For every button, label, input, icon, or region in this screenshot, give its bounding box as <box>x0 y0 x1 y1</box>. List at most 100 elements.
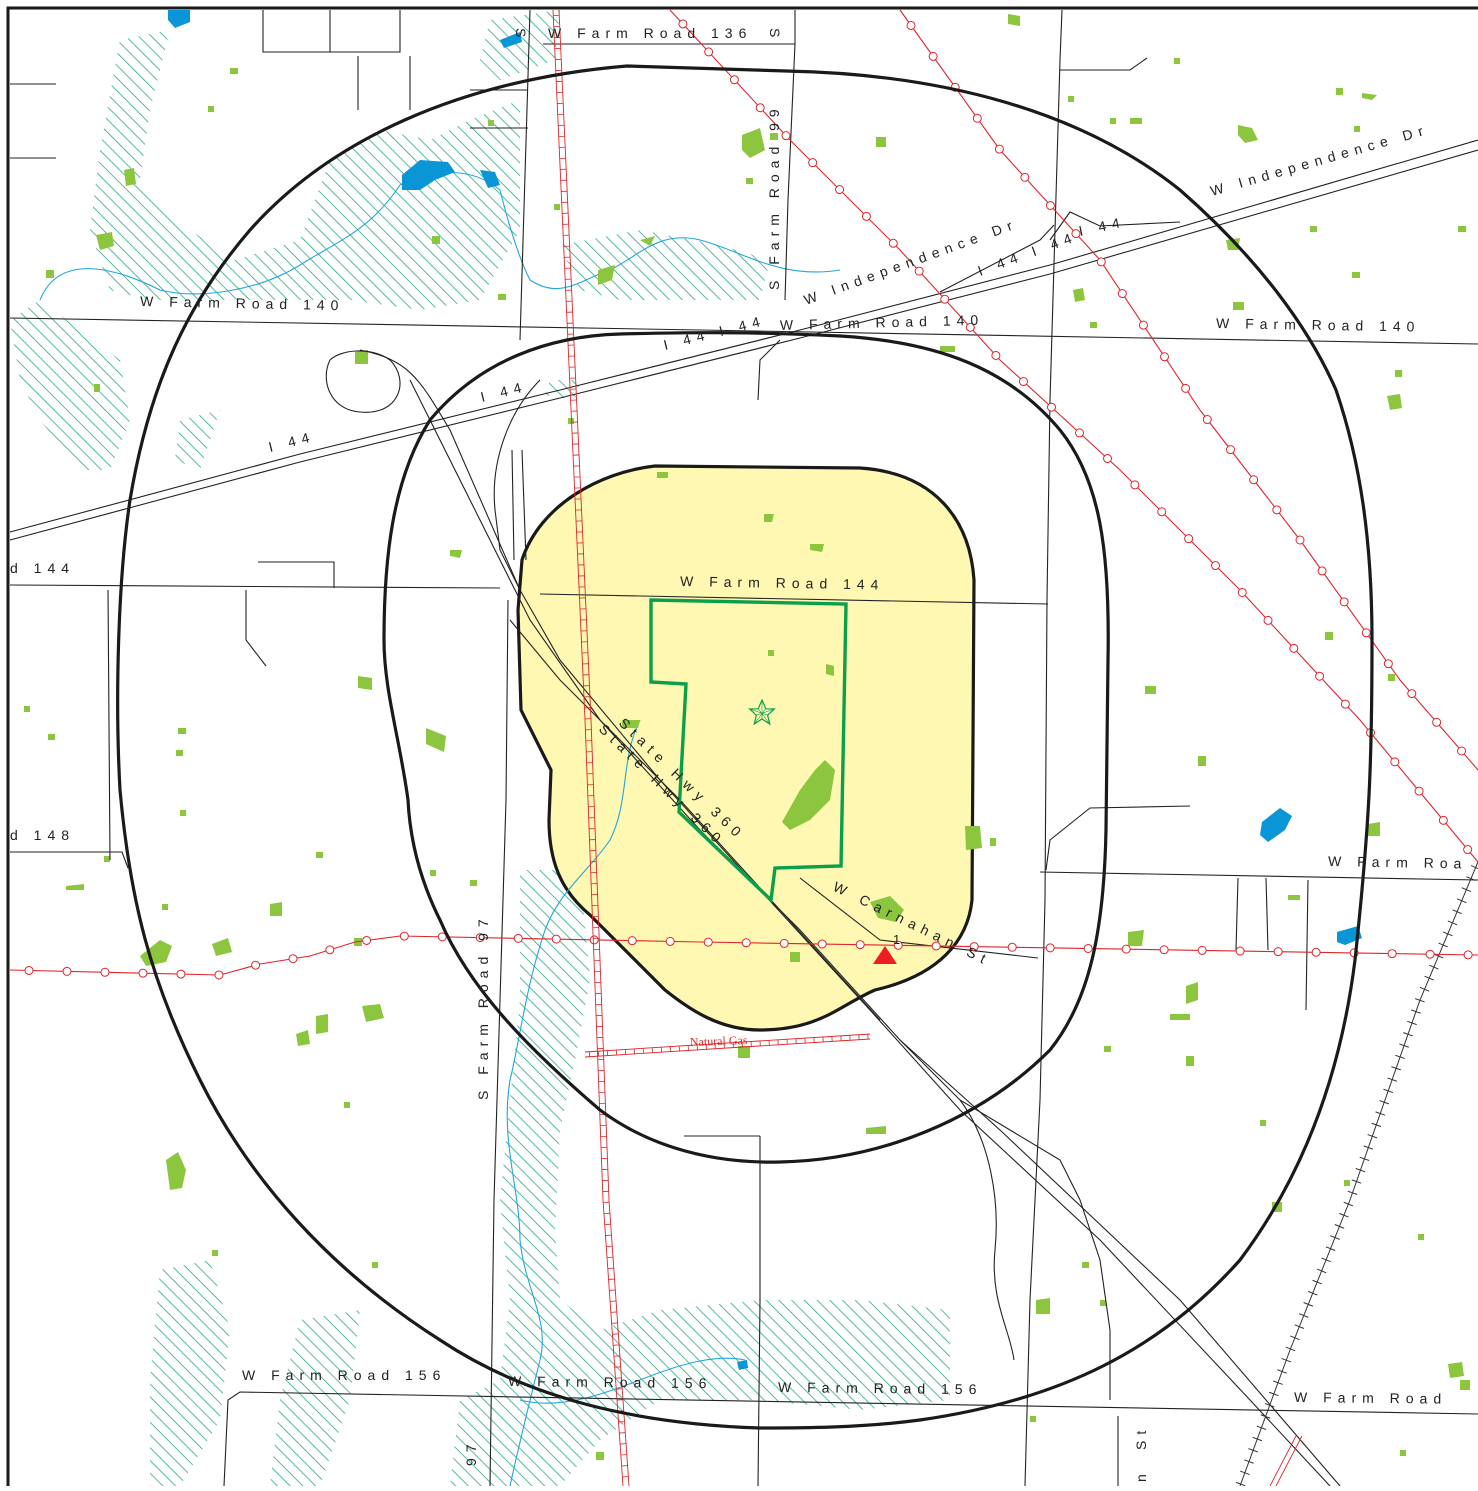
pipeline-node <box>252 961 260 969</box>
pipeline-node <box>782 132 790 140</box>
pipeline-node <box>1008 943 1016 951</box>
pipeline-node <box>929 52 937 60</box>
marker-label: 1 <box>893 932 900 947</box>
label-fr136: W Farm Road 136 <box>548 25 752 41</box>
pipeline-node <box>1464 846 1472 854</box>
pipeline-node <box>1464 951 1472 959</box>
pipeline-node <box>1312 948 1320 956</box>
label-fr148-left: d 148 <box>10 827 75 843</box>
pipeline-node <box>742 939 750 947</box>
pipeline-node <box>1203 416 1211 424</box>
pipeline-node <box>666 937 674 945</box>
label-fr140-mid: W Farm Road 140 <box>780 312 985 333</box>
pipeline-node <box>1198 946 1206 954</box>
pipeline-node <box>1290 644 1298 652</box>
pipeline-node <box>862 212 870 220</box>
pipeline-node <box>1185 535 1193 543</box>
pipeline-node <box>1122 945 1130 953</box>
railroad-tick <box>1457 899 1466 903</box>
label-fr156-b: W Farm Road 156 <box>508 1373 713 1391</box>
pipeline-node <box>1021 173 1029 181</box>
pipeline-node <box>326 946 334 954</box>
label-fr144-left: d 144 <box>10 560 75 576</box>
pipeline-node <box>1236 947 1244 955</box>
label-s-top: S <box>513 28 529 43</box>
label-fr156-a: W Farm Road 156 <box>242 1367 446 1383</box>
pipeline-node <box>1415 787 1423 795</box>
label-i44-d: I 44 <box>479 378 529 405</box>
pipeline-node <box>941 295 949 303</box>
pipeline-node <box>1047 403 1055 411</box>
label-i44-e: I 44 <box>267 428 317 455</box>
label-fr156-right: W Farm Road <box>1294 1389 1447 1407</box>
pipeline-node <box>177 970 185 978</box>
pipeline-node <box>1316 672 1324 680</box>
pipeline-node <box>1433 718 1441 726</box>
pipeline-node <box>1264 616 1272 624</box>
pipeline-node <box>1161 353 1169 361</box>
pipeline-node <box>1340 598 1348 606</box>
pipeline-node <box>1388 950 1396 958</box>
pipeline-node <box>1341 700 1349 708</box>
railroad-tick <box>1420 987 1429 991</box>
pipeline-node <box>1212 562 1220 570</box>
pipeline-node <box>1139 321 1147 329</box>
pipeline-node <box>756 104 764 112</box>
railroad-tick <box>1471 866 1478 870</box>
pipeline-node <box>1439 816 1447 824</box>
label-natural-gas: Natural Gas <box>690 1033 748 1049</box>
railroad-tick <box>1452 910 1461 914</box>
railroad-tick <box>1425 976 1434 980</box>
pipeline-node <box>1426 950 1434 958</box>
pipeline-node <box>63 967 71 975</box>
pipeline-node <box>780 939 788 947</box>
pipeline-node <box>1131 481 1139 489</box>
pipeline-node <box>973 114 981 122</box>
pipeline-node <box>1384 660 1392 668</box>
pipeline-node <box>809 159 817 167</box>
pipeline-node <box>1226 446 1234 454</box>
railroad-tick <box>1443 932 1452 936</box>
pipeline-node <box>1160 946 1168 954</box>
label-st-bottom: St <box>1133 1425 1149 1450</box>
pipeline-node <box>628 937 636 945</box>
label-fr148-right: W Farm Roa <box>1328 853 1468 871</box>
pipeline-node <box>1046 944 1054 952</box>
railroad-tick <box>1448 921 1457 925</box>
pipeline-node <box>215 971 223 979</box>
pipeline-node <box>101 968 109 976</box>
pipeline-node <box>1118 290 1126 298</box>
pipeline-node <box>705 48 713 56</box>
railroad-tick <box>1462 888 1471 892</box>
pipeline-node <box>1084 944 1092 952</box>
pipeline-node <box>995 145 1003 153</box>
label-i44-b: I 44 <box>1077 213 1127 238</box>
pipeline-node <box>1019 378 1027 386</box>
pipeline-node <box>1391 758 1399 766</box>
pipeline-node <box>704 938 712 946</box>
pipeline-node <box>363 936 371 944</box>
pipeline-node <box>992 351 1000 359</box>
pipeline-node <box>1296 536 1304 544</box>
label-fr140-right: W Farm Road 140 <box>1216 315 1421 335</box>
pipeline-node <box>818 940 826 948</box>
pipeline-node <box>139 969 147 977</box>
pipeline-node <box>1273 506 1281 514</box>
pipeline-node <box>1408 690 1416 698</box>
pipeline-node <box>1097 258 1105 266</box>
pipeline-node <box>25 966 33 974</box>
pipeline-node <box>1274 948 1282 956</box>
pipeline-node <box>915 267 923 275</box>
label-s-right: S <box>767 28 783 43</box>
pipeline-node <box>289 955 297 963</box>
pipeline-node <box>1362 629 1370 637</box>
pipeline-node <box>1104 455 1112 463</box>
pipeline-node <box>1318 567 1326 575</box>
label-fr156-c: W Farm Road 156 <box>778 1379 983 1397</box>
railroad-tick <box>1429 965 1438 969</box>
pipeline-node <box>1182 384 1190 392</box>
pipeline-node <box>856 941 864 949</box>
pipeline-node <box>730 76 738 84</box>
label-sfr99: S Farm Road 99 <box>766 103 782 290</box>
